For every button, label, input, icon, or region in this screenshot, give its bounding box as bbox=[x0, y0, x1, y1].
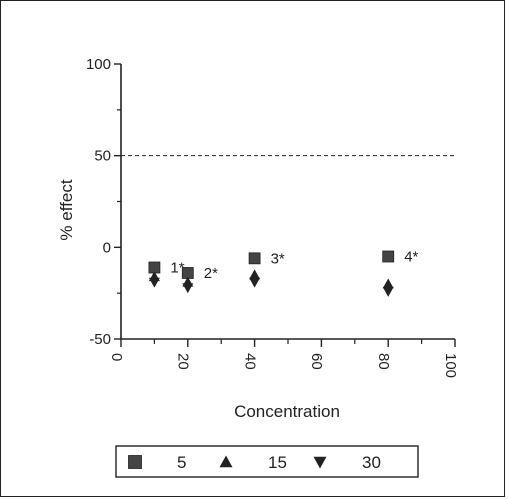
data-point-square bbox=[248, 252, 261, 265]
y-tick-label: -50 bbox=[89, 331, 111, 348]
y-axis-title: % effect bbox=[57, 179, 76, 240]
x-tick-label: 60 bbox=[308, 353, 325, 370]
legend-box bbox=[115, 445, 419, 478]
x-tick-label: 20 bbox=[175, 353, 192, 370]
y-tick-label: 50 bbox=[94, 148, 111, 165]
legend-marker-triangle-up bbox=[219, 455, 233, 468]
legend-label: 15 bbox=[268, 453, 287, 472]
x-axis-title: Concentration bbox=[234, 402, 340, 421]
point-annotation: 2* bbox=[204, 265, 218, 282]
ticks: 100 50 0 -50 0 20 40 60 80 100 bbox=[86, 56, 459, 378]
x-tick-label: 40 bbox=[241, 353, 258, 370]
legend: 5 15 30 bbox=[115, 445, 419, 478]
x-tick-label: 80 bbox=[375, 353, 392, 370]
legend-label: 30 bbox=[362, 453, 381, 472]
y-tick-label: 100 bbox=[86, 56, 111, 73]
x-tick-label: 100 bbox=[442, 353, 459, 378]
data-point-triangle-up bbox=[382, 278, 394, 289]
axes bbox=[120, 64, 455, 340]
legend-label: 5 bbox=[177, 453, 186, 472]
y-tick-label: 0 bbox=[103, 239, 111, 256]
data-point-triangle-up bbox=[249, 269, 261, 280]
data-marks bbox=[148, 250, 395, 297]
x-tick-label: 0 bbox=[108, 353, 125, 361]
legend-marker-triangle-down bbox=[313, 456, 327, 469]
point-annotation: 4* bbox=[404, 249, 418, 266]
point-labels: 1* 2* 3* 4* bbox=[170, 249, 418, 283]
point-annotation: 1* bbox=[170, 260, 184, 277]
data-point-square bbox=[382, 250, 395, 263]
legend-marker-square bbox=[128, 455, 142, 469]
point-annotation: 3* bbox=[271, 250, 285, 267]
